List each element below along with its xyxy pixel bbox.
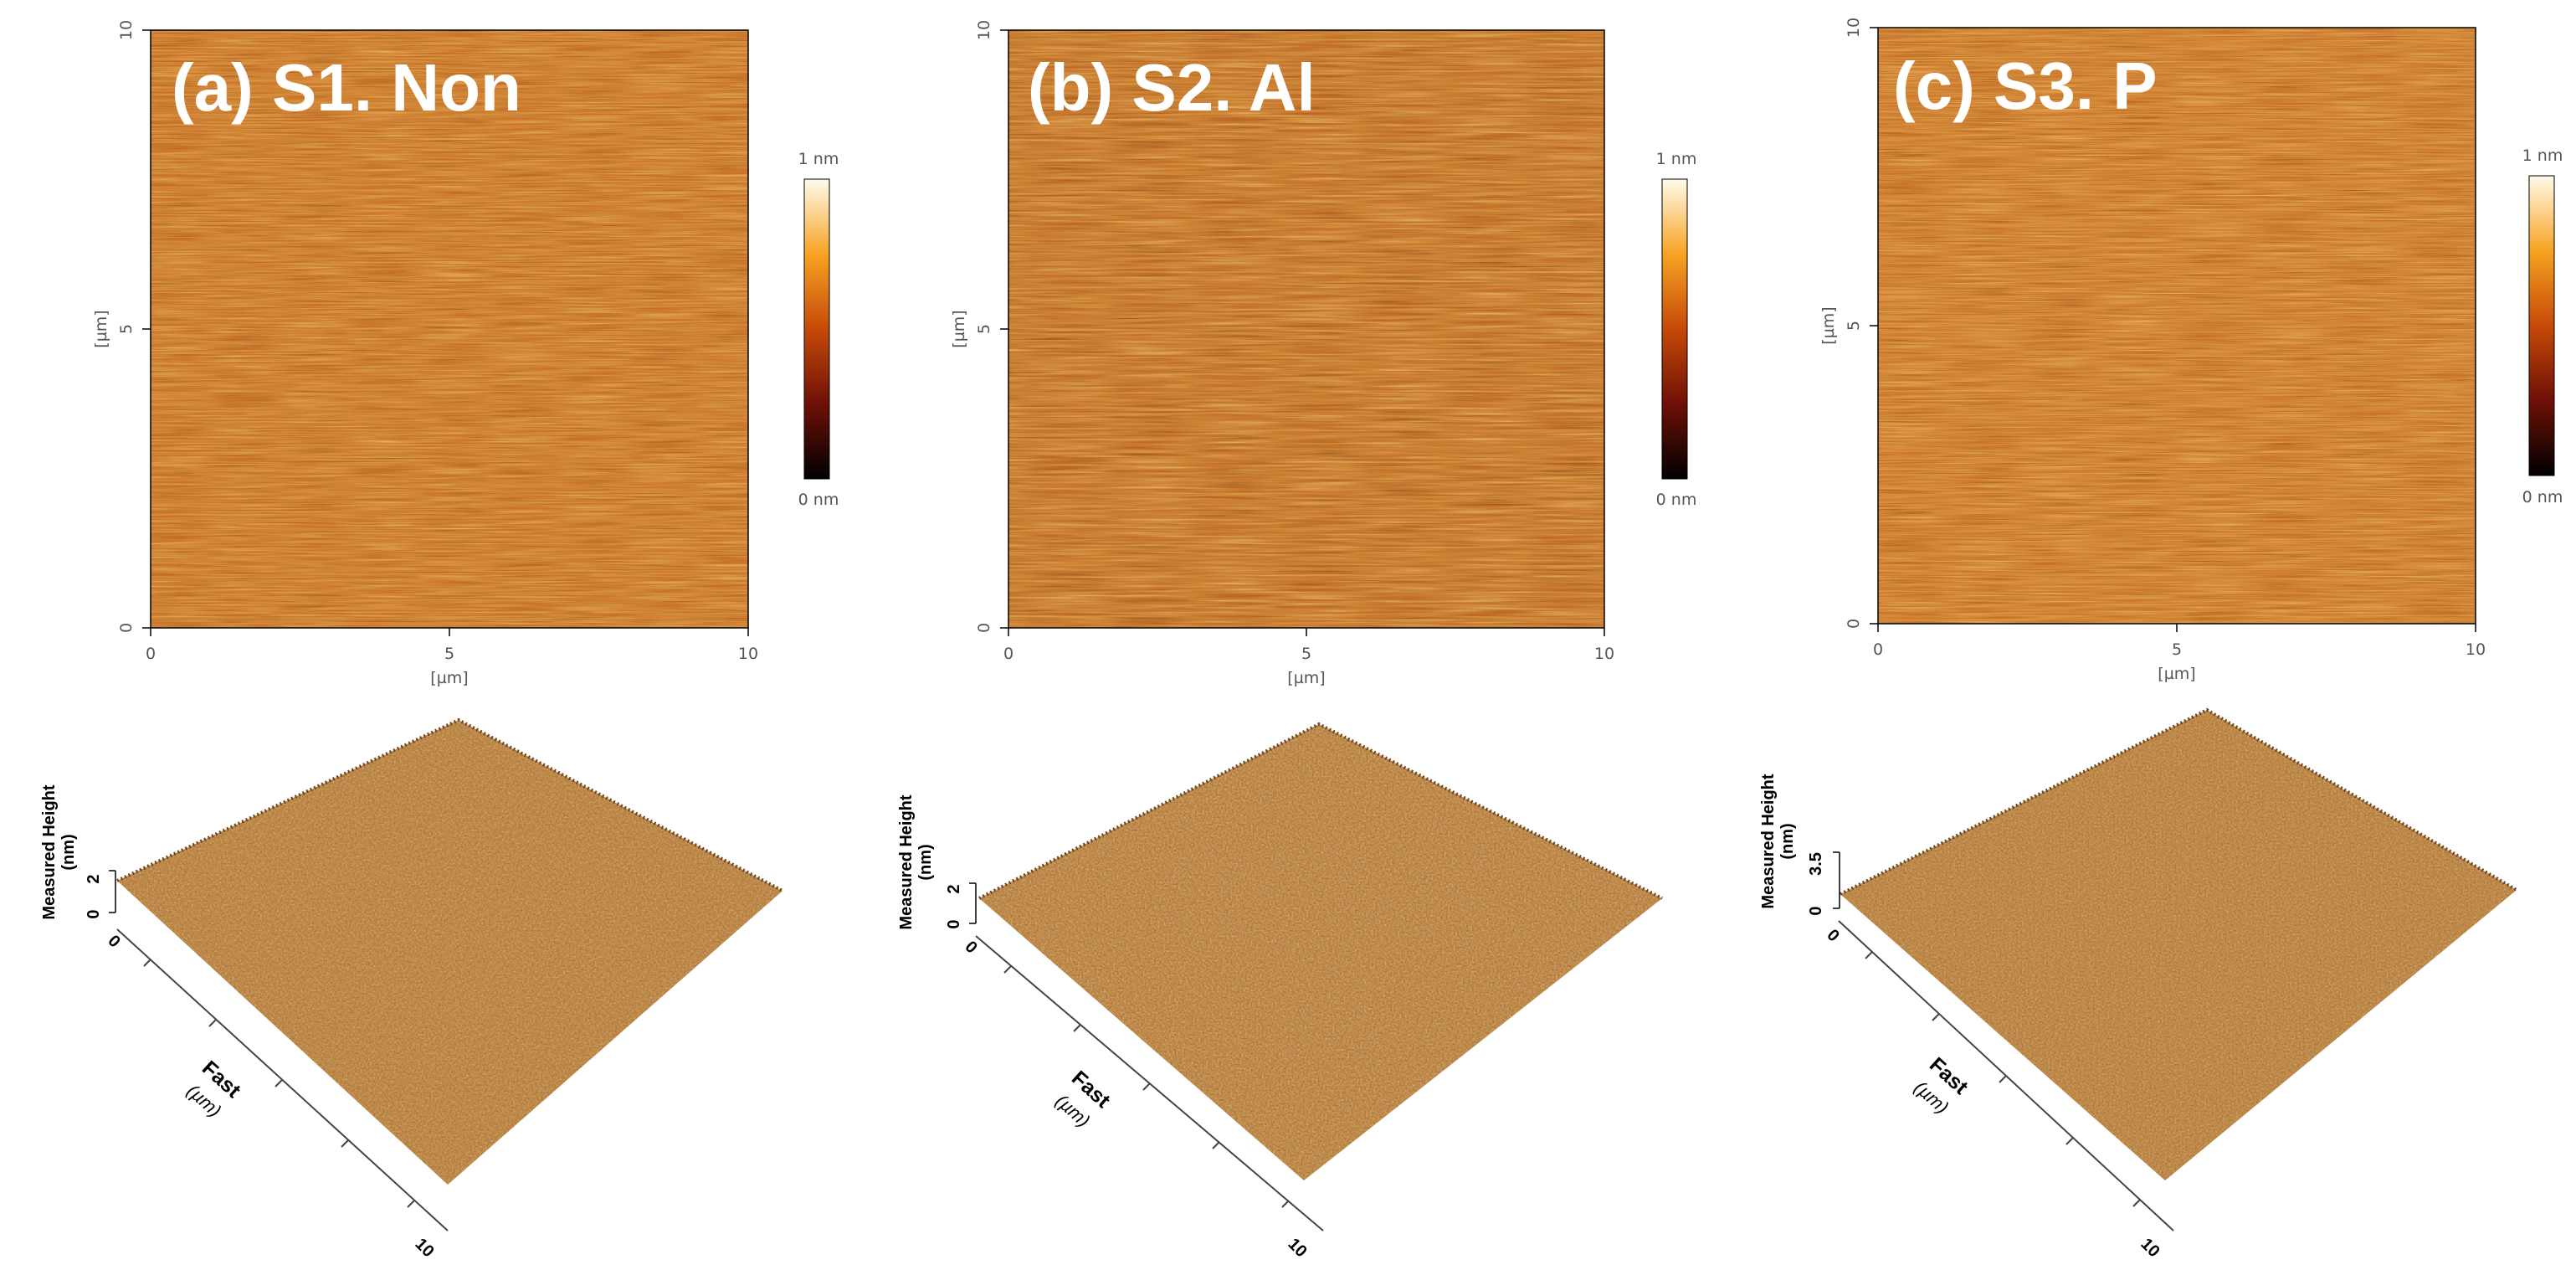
x-tick-5: 5 [2172,640,2182,659]
x-axis [1008,628,1605,636]
y-tick-10: 10 [117,20,136,40]
x-tick-10: 10 [2466,640,2486,659]
colorbar [803,178,830,480]
height-axis-label: Measured Height [40,784,59,919]
height-tick-top: 2 [945,884,963,893]
colorbar-max-label: 1 nm [1656,150,1697,168]
fast-axis [975,935,1324,1231]
height-tick-bottom: 0 [1807,906,1825,915]
x-tick-0: 0 [146,645,156,663]
colorbar-max-label: 1 nm [2522,147,2563,165]
height-tick-bottom: 0 [85,909,103,918]
y-tick-10: 10 [1845,18,1863,38]
surface-3d [1840,707,2518,1180]
height-axis [1833,851,1840,909]
height-axis-label: Measured Height [897,794,916,929]
panel-a: (a) S1. Non 0 5 10 [µm] 0 5 10 [µm] 1 nm… [0,0,859,1270]
height-axis [969,882,977,924]
y-axis-label: [µm] [92,310,110,347]
x-axis [1877,624,2476,632]
x-tick-0: 0 [1873,640,1883,659]
fast-tick-end: 10 [1284,1235,1310,1261]
colorbar-min-label: 0 nm [798,491,839,509]
x-tick-5: 5 [444,645,454,663]
fast-axis [1838,920,2174,1231]
fast-tick-start: 0 [104,932,123,951]
y-axis-label: [µm] [1819,306,1838,344]
x-axis-label: [µm] [430,669,468,687]
y-tick-5: 5 [1845,321,1863,331]
fast-axis [116,928,449,1231]
y-tick-5: 5 [975,324,993,334]
y-tick-0: 0 [1845,619,1863,629]
panel-title: (b) S2. Al [1028,50,1316,125]
x-axis-label: [µm] [1287,669,1325,687]
colorbar-min-label: 0 nm [1656,491,1697,509]
fast-tick-end: 10 [411,1235,437,1261]
y-tick-0: 0 [975,623,993,633]
height-axis [109,870,116,913]
height-tick-bottom: 0 [945,919,963,928]
height-tick-top: 3.5 [1807,852,1825,876]
panel-c: (c) S3. P 0 5 10 [µm] 0 5 10 [µm] 1 nm 0… [1717,0,2576,1270]
height-axis-label: Measured Height [1759,774,1778,908]
y-axis [142,29,151,629]
x-axis [150,628,749,636]
fast-tick-start: 0 [1823,926,1842,945]
x-axis-label: [µm] [2158,665,2195,683]
y-tick-10: 10 [975,20,993,40]
afm-texture [151,30,748,628]
y-tick-5: 5 [117,324,136,334]
panel-b-graphic: (b) S2. Al 0 5 10 [µm] 0 5 10 [µm] 1 nm … [897,20,1697,1261]
x-tick-10: 10 [1594,645,1614,663]
panel-c-graphic: (c) S3. P 0 5 10 [µm] 0 5 10 [µm] 1 nm 0… [1759,18,2563,1261]
panel-title: (a) S1. Non [172,50,521,125]
height-axis-unit: (nm) [59,834,78,870]
y-axis [1870,27,1878,625]
colorbar [2528,175,2555,476]
colorbar-min-label: 0 nm [2522,488,2563,506]
panel-b: (b) S2. Al 0 5 10 [µm] 0 5 10 [µm] 1 nm … [859,0,1717,1270]
colorbar [1661,178,1688,480]
height-tick-top: 2 [85,874,103,883]
afm-texture [1008,30,1604,628]
colorbar-max-label: 1 nm [798,150,839,168]
panel-a-graphic: (a) S1. Non 0 5 10 [µm] 0 5 10 [µm] 1 nm… [40,20,839,1261]
fast-tick-end: 10 [2137,1235,2163,1261]
x-tick-5: 5 [1301,645,1311,663]
y-axis-label: [µm] [950,310,968,347]
x-tick-10: 10 [738,645,758,663]
panel-title: (c) S3. P [1893,49,2158,123]
y-axis [1000,29,1008,629]
x-tick-0: 0 [1003,645,1013,663]
height-axis-unit: (nm) [1778,823,1797,859]
y-tick-0: 0 [117,623,136,633]
afm-texture [1878,28,2476,624]
height-axis-unit: (nm) [916,844,935,880]
fast-tick-start: 0 [961,938,980,957]
